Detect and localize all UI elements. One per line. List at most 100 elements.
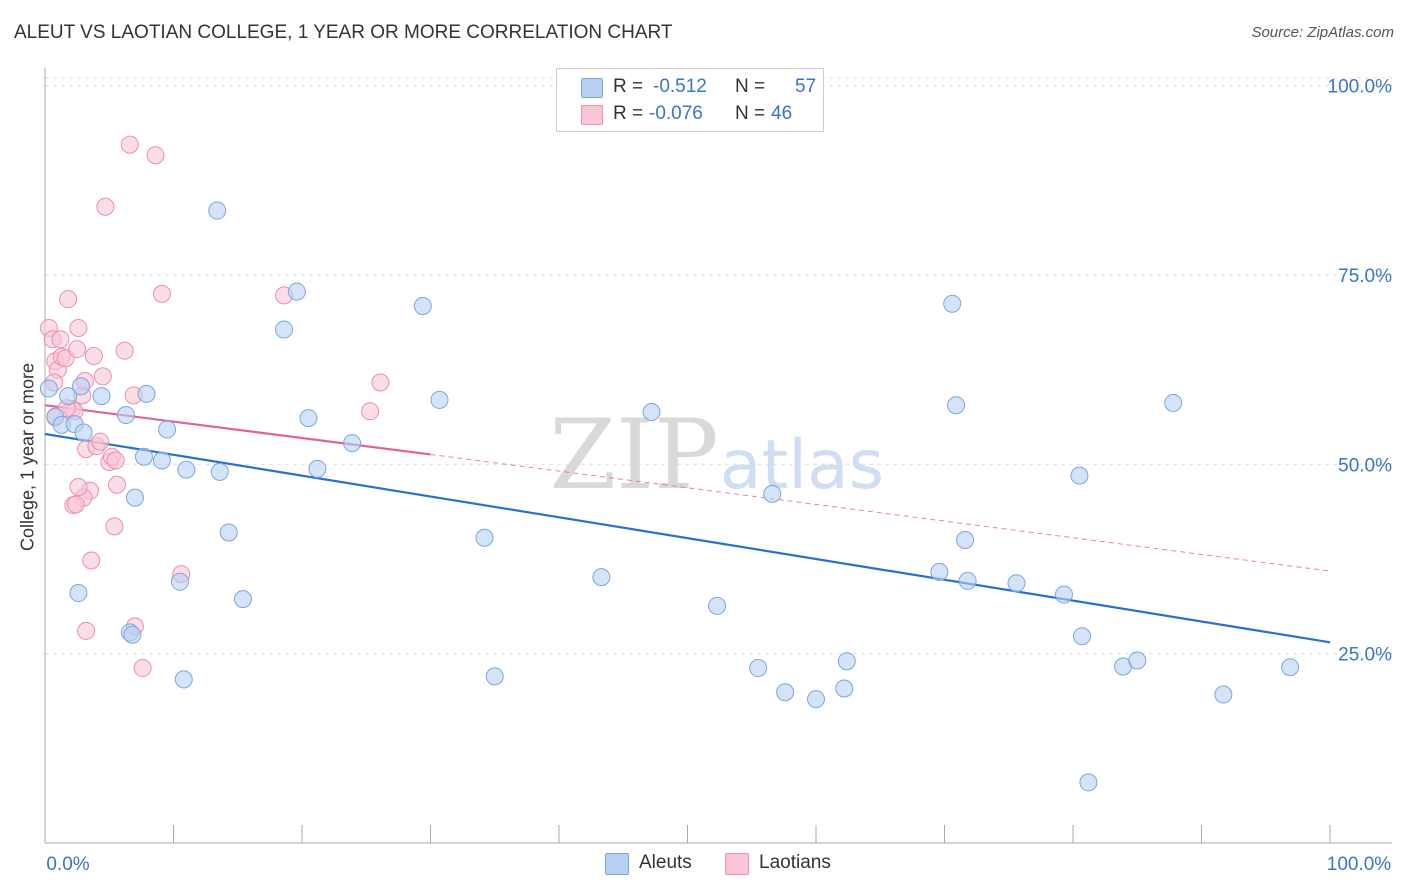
- laotians-point: [66, 495, 85, 514]
- stats-legend: R = -0.512 N = 57 R = -0.076 N = 46: [556, 68, 824, 132]
- y-tick-label: 25.0%: [1338, 645, 1392, 666]
- laotians-point: [93, 367, 112, 386]
- legend-r-label: R =: [613, 103, 644, 124]
- laotians-point: [77, 621, 96, 640]
- aleuts-points: [39, 201, 1300, 792]
- laotians-swatch: [581, 105, 603, 125]
- laotians-point: [69, 478, 88, 497]
- y-tick-label: 100.0%: [1328, 77, 1393, 98]
- y-tick-label: 50.0%: [1338, 455, 1392, 476]
- aleuts-point: [642, 403, 661, 422]
- aleuts-point: [275, 320, 294, 339]
- aleuts-point: [763, 484, 782, 503]
- aleuts-point: [123, 625, 142, 644]
- x-tick-label-max: 100.0%: [1327, 854, 1392, 875]
- aleuts-point: [125, 488, 144, 507]
- aleuts-point: [208, 201, 227, 220]
- aleuts-point: [947, 396, 966, 415]
- aleuts-point: [1281, 658, 1300, 677]
- y-tick-label: 75.0%: [1338, 266, 1392, 287]
- laotians-point: [82, 551, 101, 570]
- laotians-point: [146, 146, 165, 165]
- aleuts-point: [71, 377, 90, 396]
- watermark: ZIP atlas: [549, 399, 884, 511]
- aleuts-legend-label: Aleuts: [639, 852, 692, 873]
- aleuts-point: [1128, 651, 1147, 670]
- aleuts-point: [475, 528, 494, 547]
- trend-line-laotians: [44, 404, 431, 456]
- laotians-point: [84, 346, 103, 365]
- laotians-point: [115, 341, 134, 360]
- trend-lines: [44, 404, 1331, 644]
- laotians-point: [105, 517, 124, 536]
- aleuts-point: [299, 409, 318, 428]
- aleuts-point: [1214, 685, 1233, 704]
- aleuts-point: [74, 423, 93, 442]
- aleuts-point: [413, 296, 432, 315]
- aleuts-point: [930, 562, 949, 581]
- aleuts-point: [177, 460, 196, 479]
- legend-n-value: 46: [771, 103, 793, 124]
- chart-source: Source: ZipAtlas.com: [1251, 24, 1394, 41]
- laotians-point: [69, 318, 88, 337]
- aleuts-point: [956, 531, 975, 550]
- axes: [44, 68, 1392, 844]
- trend-line-extension-laotians: [430, 453, 1331, 572]
- watermark-atlas: atlas: [720, 426, 884, 505]
- laotians-point: [133, 659, 152, 678]
- legend-r-value: -0.512: [653, 76, 707, 97]
- aleuts-point: [958, 571, 977, 590]
- aleuts-point: [943, 294, 962, 313]
- aleuts-swatch: [581, 78, 603, 98]
- aleuts-point: [92, 387, 111, 406]
- aleuts-point: [807, 690, 825, 709]
- laotians-point: [371, 373, 390, 392]
- aleuts-point: [1164, 393, 1183, 412]
- legend-r-value: -0.076: [649, 103, 703, 124]
- laotians-legend-label: Laotians: [759, 852, 831, 873]
- aleuts-point: [219, 523, 238, 542]
- legend-r-label: R =: [613, 76, 644, 97]
- gridlines: [45, 77, 1392, 655]
- legend-n-label: N =: [735, 76, 766, 97]
- aleuts-point: [137, 384, 156, 403]
- aleuts-point: [837, 652, 856, 671]
- aleuts-point: [233, 590, 252, 609]
- aleuts-point: [69, 584, 88, 603]
- x-tick-labels: 0.0% 100.0%: [46, 854, 1391, 875]
- y-tick-labels: 25.0% 50.0% 75.0% 100.0%: [1328, 77, 1393, 666]
- aleuts-point: [210, 462, 229, 481]
- aleuts-point: [174, 670, 193, 689]
- aleuts-point: [308, 459, 327, 478]
- aleuts-point: [158, 420, 177, 439]
- laotians-legend-swatch: [725, 853, 749, 875]
- aleuts-point: [134, 447, 153, 466]
- aleuts-point: [152, 451, 171, 470]
- laotians-point: [120, 135, 139, 154]
- chart-title: ALEUT VS LAOTIAN COLLEGE, 1 YEAR OR MORE…: [14, 22, 673, 43]
- aleuts-point: [749, 659, 768, 678]
- laotians-point: [51, 330, 70, 349]
- aleuts-point: [287, 282, 306, 301]
- legend-n-label: N =: [735, 103, 766, 124]
- watermark-zip: ZIP: [549, 399, 718, 511]
- legend-n-value: 57: [795, 76, 817, 97]
- aleuts-point: [485, 667, 504, 686]
- aleuts-point: [1072, 627, 1091, 646]
- aleuts-point: [59, 387, 78, 406]
- aleuts-point: [1070, 466, 1089, 485]
- x-tick-label-min: 0.0%: [46, 854, 89, 875]
- aleuts-point: [1007, 574, 1026, 593]
- aleuts-point: [1055, 585, 1074, 604]
- aleuts-point: [708, 596, 727, 615]
- laotians-point: [361, 402, 380, 421]
- aleuts-point: [1079, 773, 1098, 792]
- aleuts-point: [835, 679, 854, 698]
- aleuts-point: [170, 572, 189, 591]
- laotians-point: [68, 340, 87, 359]
- aleuts-point: [776, 683, 795, 702]
- laotians-point: [91, 432, 110, 451]
- aleuts-point: [430, 390, 449, 409]
- laotians-point: [107, 475, 126, 494]
- aleuts-point: [39, 379, 58, 398]
